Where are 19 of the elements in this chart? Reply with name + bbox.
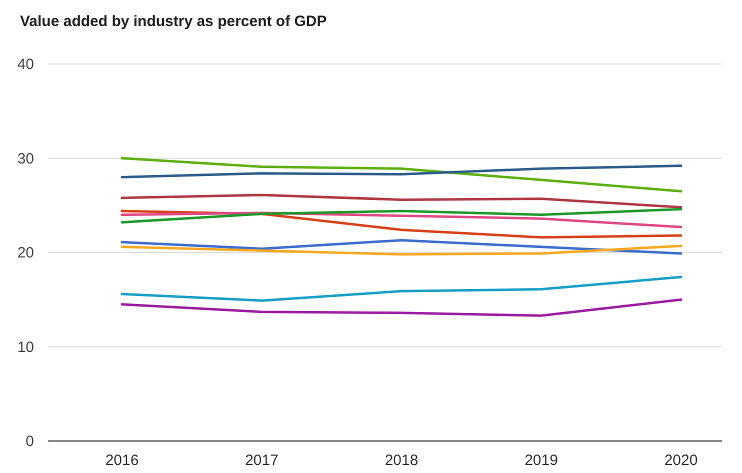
- x-tick-label: 2020: [664, 452, 698, 469]
- line-series: [120, 298, 682, 317]
- line-series: [120, 157, 682, 192]
- x-tick-label: 2016: [105, 452, 139, 469]
- y-tick-label: 30: [17, 150, 34, 168]
- line-series: [120, 194, 682, 209]
- line-series: [120, 276, 682, 302]
- x-tick-label: 2017: [245, 452, 278, 469]
- y-tick-label: 40: [17, 56, 34, 73]
- line-series: [120, 208, 682, 224]
- line-series: [120, 244, 682, 256]
- x-tick-label: 2018: [384, 452, 418, 469]
- y-tick-label: 10: [17, 338, 34, 356]
- line-series: [120, 164, 682, 178]
- chart-title: Value added by industry as percent of GDP: [20, 13, 327, 30]
- y-tick-label: 20: [17, 244, 34, 262]
- line-series: [120, 239, 682, 255]
- x-tick-label: 2019: [524, 452, 558, 469]
- y-tick-label: 0: [26, 433, 34, 450]
